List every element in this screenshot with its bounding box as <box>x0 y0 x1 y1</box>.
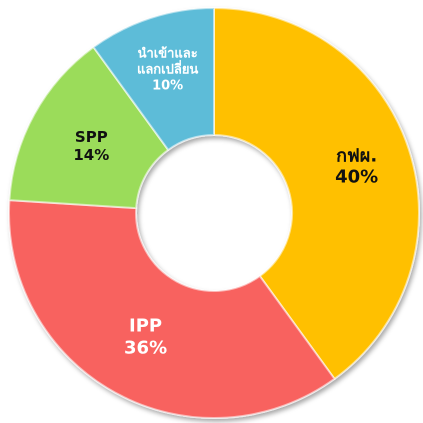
category-label: SPP <box>74 127 108 146</box>
category-label: IPP <box>129 315 163 337</box>
value-label: 10% <box>152 78 184 94</box>
value-label: 36% <box>124 337 168 359</box>
slice <box>8 45 170 210</box>
value-label: 40% <box>335 166 379 188</box>
value-label: 14% <box>73 145 110 164</box>
slice-label: กฟผ. 40% <box>335 145 378 188</box>
category-label: นำเข้าและแลกเปลี่ยน <box>136 46 199 78</box>
slice <box>92 6 215 152</box>
slice-label: SPP 14% <box>73 128 109 164</box>
category-label: กฟผ. <box>336 145 378 167</box>
slice <box>8 199 336 419</box>
slice-label: นำเข้าและแลกเปลี่ยน 10% <box>128 47 208 94</box>
slice <box>213 6 420 381</box>
slice-label: IPP 36% <box>124 316 167 359</box>
